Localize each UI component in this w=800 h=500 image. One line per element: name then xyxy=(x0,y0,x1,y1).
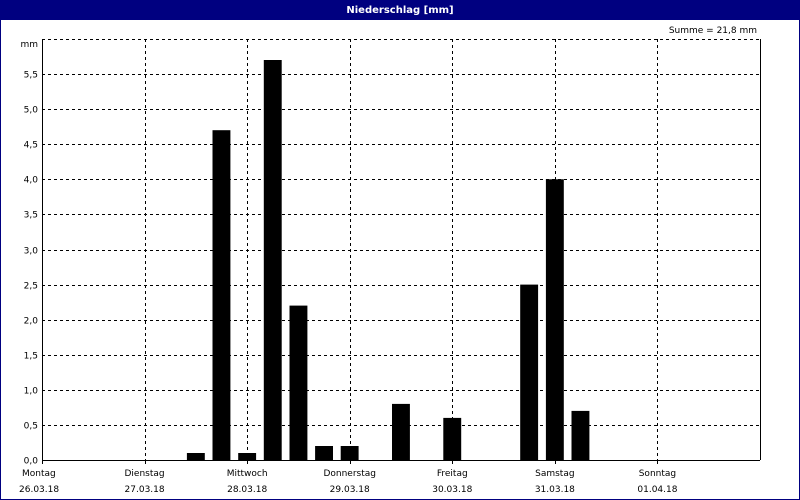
x-tick-date: 01.04.18 xyxy=(637,485,677,495)
x-tick-date: 26.03.18 xyxy=(19,485,59,495)
y-tick-label: 3,5 xyxy=(24,211,38,221)
x-tick-day: Mittwoch xyxy=(227,469,268,479)
bar xyxy=(443,417,462,460)
axis-labels: 0,0 0,5 1,0 1,5 2,0 2,5 3,0 3,5 4,0 4,5 5,0 5,5 mm Mo… xyxy=(19,40,678,495)
x-tick-day: Freitag xyxy=(437,469,468,479)
bar xyxy=(392,403,410,460)
x-tick-date: 28.03.18 xyxy=(227,485,267,495)
y-tick-label: 3,0 xyxy=(24,247,39,257)
bar xyxy=(545,179,564,461)
bar xyxy=(520,284,539,460)
y-tick-label: 2,5 xyxy=(24,282,38,292)
y-tick-label: 5,0 xyxy=(24,106,39,116)
x-tick-day: Donnerstag xyxy=(323,469,376,479)
x-tick-date: 30.03.18 xyxy=(432,485,472,495)
bar xyxy=(263,60,282,460)
bar xyxy=(212,130,231,460)
y-tick-label: 0,5 xyxy=(24,422,38,432)
x-tick-date: 29.03.18 xyxy=(330,485,370,495)
bar xyxy=(340,446,359,460)
bar xyxy=(186,453,205,460)
bar xyxy=(238,453,257,460)
axes xyxy=(42,39,761,464)
bar xyxy=(571,410,590,460)
x-tick-date: 27.03.18 xyxy=(125,485,165,495)
bar-series xyxy=(186,60,590,461)
precipitation-sum: Summe = 21,8 mm xyxy=(668,26,757,36)
y-tick-label: 1,0 xyxy=(24,387,39,397)
y-tick-label: 4,0 xyxy=(24,176,39,186)
bar xyxy=(289,305,308,460)
y-tick-label: 2,0 xyxy=(24,317,39,327)
x-tick-day: Samstag xyxy=(535,469,574,479)
y-tick-label: 5,5 xyxy=(24,71,38,81)
window-title: Niederschlag [mm] xyxy=(1,1,799,20)
x-tick-day: Montag xyxy=(22,469,56,479)
grid-lines xyxy=(42,39,760,460)
x-tick-day: Sonntag xyxy=(639,469,676,479)
y-tick-label: 4,5 xyxy=(24,141,38,151)
y-tick-label: 0,0 xyxy=(24,457,39,467)
bar xyxy=(315,446,333,460)
x-tick-date: 31.03.18 xyxy=(535,485,575,495)
y-tick-label: 1,5 xyxy=(24,352,38,362)
x-tick-day: Dienstag xyxy=(125,469,165,479)
y-axis-unit: mm xyxy=(20,40,38,50)
